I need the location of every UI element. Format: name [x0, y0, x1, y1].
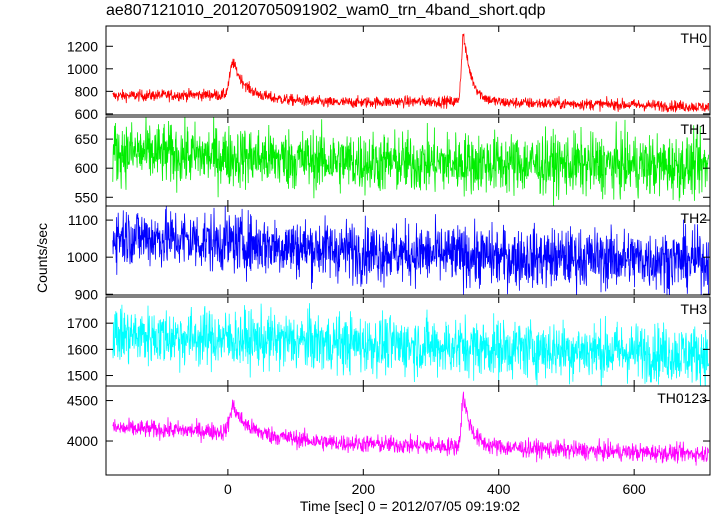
panel-th1: 550 600 650 TH1 — [75, 116, 711, 207]
series-name-th0: TH0 — [681, 30, 708, 46]
panel-frame — [105, 25, 711, 116]
y-tick-label: 1000 — [67, 61, 98, 77]
y-tick-label: 1100 — [68, 212, 98, 228]
series-line-th0123 — [112, 391, 709, 466]
series-name-th3: TH3 — [681, 301, 708, 317]
x-axis-label: Time [sec] 0 = 2012/07/05 09:19:02 — [300, 498, 520, 514]
plot-title: ae807121010_20120705091902_wam0_trn_4ban… — [106, 2, 546, 19]
panel-frame — [105, 205, 711, 296]
y-tick-label: 600 — [75, 106, 99, 122]
y-tick-label: 600 — [75, 160, 99, 176]
y-tick-label: 1500 — [67, 368, 98, 384]
y-tick-label: 550 — [75, 189, 99, 205]
series-line-th1 — [112, 117, 709, 206]
x-tick-label: 600 — [622, 481, 646, 497]
series-name-th2: TH2 — [681, 210, 708, 226]
panel-th0123: 4000 4500 TH0123 0 200 400 600 — [67, 385, 711, 497]
y-tick-label: 900 — [75, 286, 99, 302]
y-tick-label: 1600 — [67, 341, 98, 357]
y-tick-label: 4500 — [67, 393, 98, 409]
panel-frame — [105, 385, 711, 476]
y-tick-label: 1000 — [67, 249, 98, 265]
series-line-th3 — [112, 303, 709, 386]
x-tick-label: 400 — [487, 481, 511, 497]
y-tick-label: 650 — [75, 131, 99, 147]
series-line-th2 — [112, 206, 709, 295]
panel-th0: 600 800 1000 1200 TH0 — [67, 25, 711, 122]
y-axis-label: Counts/sec — [34, 223, 50, 293]
series-name-th1: TH1 — [681, 121, 708, 137]
panel-th3: 1500 1600 1700 TH3 — [67, 296, 711, 387]
series-line-th0 — [112, 33, 709, 113]
y-tick-label: 4000 — [67, 433, 98, 449]
y-tick-label: 1200 — [67, 38, 98, 54]
y-tick-label: 800 — [75, 83, 99, 99]
y-tick-label: 1700 — [67, 315, 98, 331]
x-tick-label: 0 — [224, 481, 232, 497]
panel-th2: 900 1000 1100 TH2 — [67, 205, 711, 302]
panels-layer: 600 800 1000 1200 TH0 550 600 650 TH1 900 1000 1100… — [67, 25, 711, 497]
series-name-th0123: TH0123 — [657, 390, 707, 406]
x-tick-label: 200 — [352, 481, 376, 497]
